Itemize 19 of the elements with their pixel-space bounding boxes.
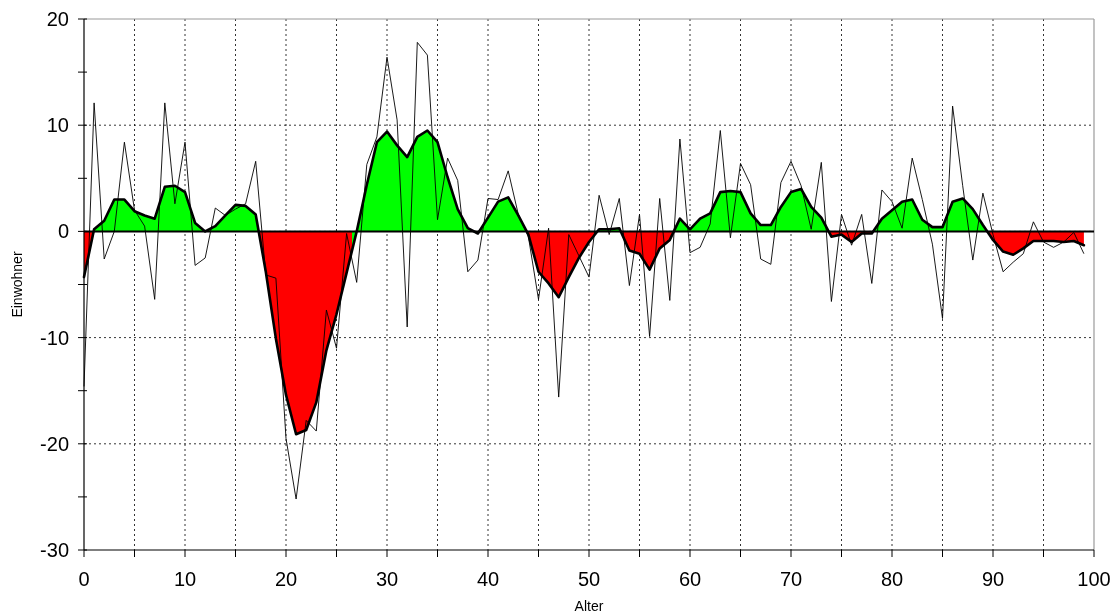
x-tick-label: 0 xyxy=(78,568,90,590)
x-tick-label: 70 xyxy=(779,568,803,590)
x-tick-label: 90 xyxy=(981,568,1005,590)
x-tick-label: 60 xyxy=(678,568,702,590)
x-tick-label: 100 xyxy=(1077,568,1111,590)
y-tick-label: -20 xyxy=(40,432,69,455)
x-axis-title: Alter xyxy=(574,598,604,614)
x-tick-label: 80 xyxy=(880,568,904,590)
y-axis-title: Einwohner xyxy=(9,251,25,318)
y-tick-label: 10 xyxy=(46,114,69,137)
y-tick-label: 20 xyxy=(46,8,69,30)
x-tick-label: 40 xyxy=(476,568,500,590)
y-tick-label: 0 xyxy=(57,220,69,243)
x-tick-label: 30 xyxy=(375,568,399,590)
x-tick-label: 10 xyxy=(173,568,197,590)
x-tick-label: 20 xyxy=(274,568,298,590)
y-tick-label: -10 xyxy=(40,326,69,349)
x-tick-label: 50 xyxy=(577,568,601,590)
y-tick-label: -30 xyxy=(40,539,69,561)
